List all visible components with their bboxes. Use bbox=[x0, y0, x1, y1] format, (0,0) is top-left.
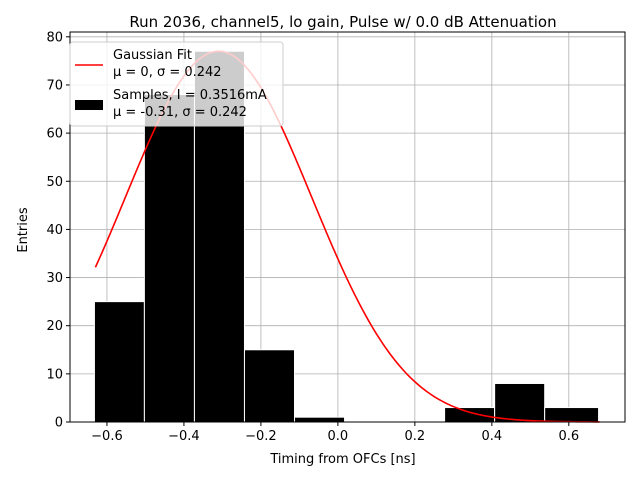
legend-samples-swatch bbox=[75, 100, 103, 110]
histogram-bar bbox=[294, 416, 346, 423]
y-tick-label: 0 bbox=[55, 416, 63, 431]
x-tick-label: −0.2 bbox=[245, 429, 277, 444]
histogram-bar bbox=[243, 349, 296, 423]
y-tick-label: 20 bbox=[46, 319, 63, 334]
y-tick-label: 80 bbox=[46, 30, 63, 45]
y-tick-label: 50 bbox=[46, 175, 63, 190]
legend: Gaussian Fit μ = 0, σ = 0.242 Samples, I… bbox=[69, 41, 284, 127]
legend-fit-stats: μ = 0, σ = 0.242 bbox=[113, 65, 222, 80]
x-axis-label: Timing from OFCs [ns] bbox=[269, 452, 415, 467]
histogram-bar bbox=[494, 382, 546, 423]
y-tick-label: 70 bbox=[46, 78, 63, 93]
x-tick-label: 0.2 bbox=[405, 429, 426, 444]
legend-samples-label: Samples, I = 0.3516mA bbox=[113, 88, 267, 103]
histogram-bar bbox=[444, 407, 496, 423]
y-axis-label: Entries bbox=[16, 207, 31, 253]
histogram-bar bbox=[143, 94, 195, 423]
y-tick-label: 60 bbox=[46, 127, 63, 142]
y-tick-label: 40 bbox=[46, 223, 63, 238]
plot-frame bbox=[69, 31, 626, 423]
y-tick-label: 10 bbox=[46, 367, 63, 382]
axes: −0.6 −0.4 −0.2 0.0 0.2 0.4 0.6 0 10 20 30 40 50 60 70 8… bbox=[46, 30, 626, 444]
legend-fit-label: Gaussian Fit bbox=[113, 48, 192, 63]
x-tick-label: 0.0 bbox=[328, 429, 349, 444]
chart-title: Run 2036, channel5, lo gain, Pulse w/ 0.… bbox=[129, 13, 556, 31]
x-tick-label: 0.4 bbox=[481, 429, 502, 444]
histogram-bar bbox=[93, 301, 145, 423]
x-tick-label: −0.4 bbox=[168, 429, 200, 444]
x-tick-label: −0.6 bbox=[91, 429, 123, 444]
legend-samples-stats: μ = -0.31, σ = 0.242 bbox=[113, 105, 247, 120]
x-tick-label: 0.6 bbox=[558, 429, 579, 444]
y-tick-label: 30 bbox=[46, 271, 63, 286]
legend-frame bbox=[69, 41, 284, 127]
histogram-bar bbox=[544, 407, 600, 423]
